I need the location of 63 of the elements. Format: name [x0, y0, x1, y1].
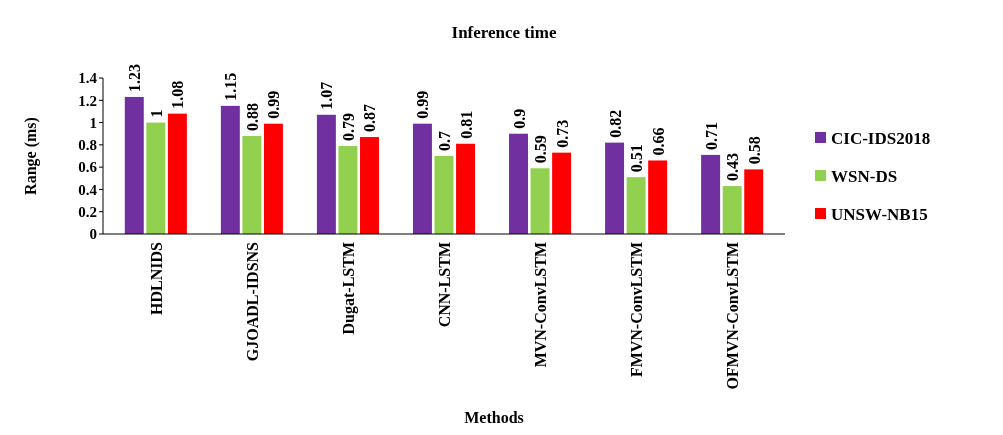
y-tick-label: 1.2: [78, 92, 97, 109]
data-label: 0.99: [265, 90, 283, 119]
data-label: 0.71: [702, 121, 720, 150]
x-tick-label: CNN-LSTM: [436, 242, 453, 328]
data-label: 0.79: [339, 112, 357, 141]
bar: [146, 122, 166, 234]
bar: [552, 152, 572, 234]
data-label: 1.07: [318, 81, 336, 110]
y-tick-label: 1.4: [78, 70, 98, 87]
data-label: 0.7: [436, 131, 453, 151]
bar: [530, 168, 550, 234]
bar: [338, 145, 358, 234]
x-tick-label: FMVN-ConvLSTM: [628, 242, 646, 378]
data-label: 0.58: [745, 136, 763, 165]
x-tick-label: Dugat-LSTM: [339, 242, 358, 335]
legend-label: CIC-IDS2018: [831, 128, 931, 148]
legend-label: UNSW-NB15: [831, 204, 928, 224]
bar: [456, 143, 476, 234]
legend-label: WSN-DS: [831, 166, 898, 186]
data-label: 0.81: [457, 110, 475, 139]
data-label: 0.87: [361, 104, 379, 133]
y-tick-label: 0.2: [78, 203, 97, 220]
bar: [648, 160, 668, 234]
data-label: 1: [147, 109, 165, 118]
bar: [360, 137, 379, 234]
bar: [220, 105, 240, 234]
data-label: 0.73: [553, 119, 571, 148]
data-label: 1.15: [222, 72, 240, 101]
bar: [124, 96, 144, 234]
bar: [626, 177, 646, 234]
data-label: 1.23: [126, 63, 144, 92]
y-tick-label: 0: [89, 226, 97, 243]
x-tick-label: MVN-ConvLSTM: [532, 242, 550, 368]
chart-title: Inference time: [451, 23, 557, 42]
bar: [167, 113, 187, 234]
y-axis-title: Range (ms): [22, 117, 40, 195]
y-tick-label: 0.4: [78, 181, 98, 198]
y-tick-label: 1: [89, 114, 97, 131]
bar: [744, 169, 764, 234]
data-label: 0.99: [414, 90, 432, 119]
bar: [263, 123, 283, 234]
x-tick-label: HDLNIDS: [147, 241, 165, 315]
bar: [434, 156, 454, 234]
bar: [722, 186, 742, 234]
data-label: 0.43: [724, 153, 742, 182]
y-tick-label: 0.6: [78, 159, 98, 176]
y-tick-label: 0.8: [78, 137, 97, 154]
data-label: 0.66: [649, 127, 667, 156]
data-label: 0.51: [628, 144, 646, 173]
x-tick-label: OFMVN-ConvLSTM: [724, 242, 742, 390]
x-tick-label: GJOADL-IDSNS: [243, 241, 261, 362]
data-label: 0.82: [606, 109, 624, 138]
bar: [242, 135, 262, 234]
data-label: 0.9: [510, 108, 528, 129]
data-label: 1.08: [169, 80, 187, 109]
data-label: 0.59: [532, 135, 550, 164]
x-axis-title: Methods: [464, 409, 524, 426]
bar: [605, 142, 625, 234]
bar: [316, 114, 336, 234]
bar: [701, 154, 721, 234]
bar: [412, 123, 432, 234]
data-label: 0.88: [243, 102, 261, 131]
bar: [509, 133, 528, 234]
